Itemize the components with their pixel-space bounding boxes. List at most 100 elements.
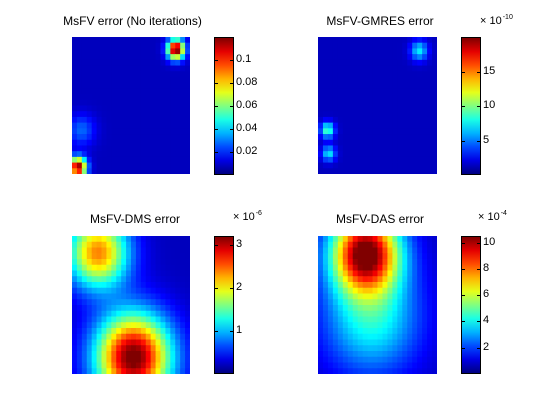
heatmap-cell xyxy=(417,276,423,283)
heatmap-cell xyxy=(367,328,374,335)
heatmap-cell xyxy=(185,71,190,78)
heatmap-cell xyxy=(352,259,359,266)
heatmap-cell xyxy=(402,116,408,124)
heatmap-cell xyxy=(106,105,112,112)
heatmap-cell xyxy=(397,128,403,135)
heatmap-cell xyxy=(96,156,103,164)
heatmap-cell xyxy=(185,88,190,95)
heatmap-cell xyxy=(116,122,122,129)
heatmap-cell xyxy=(155,122,162,129)
heatmap-cell xyxy=(377,362,384,369)
heatmap-cell xyxy=(81,305,88,312)
heatmap-cell xyxy=(417,333,423,341)
heatmap-cell xyxy=(131,287,137,295)
heatmap-cell xyxy=(106,42,112,50)
heatmap-cell xyxy=(372,339,379,346)
heatmap-cell xyxy=(367,54,374,61)
heatmap-cell xyxy=(180,88,186,95)
heatmap-cell xyxy=(392,76,398,84)
heatmap-cell xyxy=(412,282,418,289)
heatmap-cell xyxy=(412,59,418,67)
heatmap-cell xyxy=(327,310,334,318)
heatmap-cell xyxy=(101,42,108,50)
heatmap-cell xyxy=(135,293,142,300)
heatmap-cell xyxy=(86,105,93,112)
heatmap-cell xyxy=(76,156,83,164)
heatmap-cell xyxy=(96,356,103,364)
heatmap-cell xyxy=(372,293,379,300)
heatmap-cell xyxy=(155,241,162,249)
heatmap-cell xyxy=(175,362,181,369)
heatmap-cell xyxy=(362,322,369,329)
heatmap-cell xyxy=(327,76,334,84)
heatmap-cell xyxy=(372,88,379,95)
heatmap-cell xyxy=(322,168,329,174)
heatmap-cell xyxy=(342,134,349,141)
heatmap-cell xyxy=(372,139,379,147)
heatmap-cell xyxy=(106,111,112,118)
heatmap-cell xyxy=(372,82,379,89)
heatmap-cell xyxy=(121,282,127,289)
heatmap-cell xyxy=(131,156,137,164)
heatmap-cell xyxy=(318,253,324,260)
heatmap-cell xyxy=(160,339,167,346)
heatmap-cell xyxy=(432,151,437,158)
heatmap-cell xyxy=(387,105,393,112)
heatmap-cell xyxy=(402,368,408,374)
heatmap-cell xyxy=(116,339,122,346)
heatmap-cell xyxy=(126,48,132,55)
heatmap-cell xyxy=(432,122,437,129)
heatmap-cell xyxy=(126,356,132,364)
heatmap-cell xyxy=(121,42,127,50)
heatmap-cell xyxy=(121,356,127,364)
heatmap-cell xyxy=(96,134,103,141)
heatmap-cell xyxy=(407,88,413,95)
heatmap-cell xyxy=(362,151,369,158)
heatmap-cell xyxy=(357,82,364,89)
heatmap-cell xyxy=(422,305,428,312)
heatmap-cell xyxy=(377,105,384,112)
heatmap-cell xyxy=(407,54,413,61)
heatmap-cell xyxy=(372,264,379,272)
heatmap-cell xyxy=(116,247,122,254)
heatmap-cell xyxy=(91,76,98,84)
heatmap-cell xyxy=(342,156,349,164)
heatmap-cell xyxy=(327,48,334,55)
heatmap-cell xyxy=(165,128,171,135)
heatmap-cell xyxy=(111,362,117,369)
heatmap-cell xyxy=(412,247,418,254)
heatmap-cell xyxy=(362,88,369,95)
heatmap-cell xyxy=(377,116,384,124)
heatmap-cell xyxy=(170,139,176,147)
heatmap-cell xyxy=(327,105,334,112)
heatmap-cell xyxy=(432,310,437,318)
heatmap-cell xyxy=(106,282,112,289)
heatmap-cell xyxy=(347,42,354,50)
heatmap-cell xyxy=(91,270,98,277)
heatmap-cell xyxy=(427,88,433,95)
heatmap-cell xyxy=(362,128,369,135)
heatmap-cell xyxy=(145,42,152,50)
heatmap-cell xyxy=(135,316,142,323)
heatmap-cell xyxy=(342,259,349,266)
heatmap-cell xyxy=(322,333,329,341)
heatmap-cell xyxy=(392,139,398,147)
heatmap-cell xyxy=(357,134,364,141)
heatmap-cell xyxy=(357,65,364,72)
heatmap-cell xyxy=(175,116,181,124)
heatmap-cell xyxy=(322,111,329,118)
heatmap-cell xyxy=(185,59,190,67)
heatmap-cell xyxy=(337,247,344,254)
heatmap-cell xyxy=(86,134,93,141)
heatmap-cell xyxy=(96,259,103,266)
heatmap-cell xyxy=(347,156,354,164)
heatmap-cell xyxy=(116,156,122,164)
heatmap-cell xyxy=(150,356,157,364)
heatmap-cell xyxy=(407,134,413,141)
heatmap-cell xyxy=(322,236,329,243)
heatmap-cell xyxy=(352,156,359,164)
heatmap-cell xyxy=(362,356,369,364)
heatmap-cell xyxy=(140,145,147,152)
heatmap-cell xyxy=(397,328,403,335)
heatmap-cell xyxy=(362,362,369,369)
